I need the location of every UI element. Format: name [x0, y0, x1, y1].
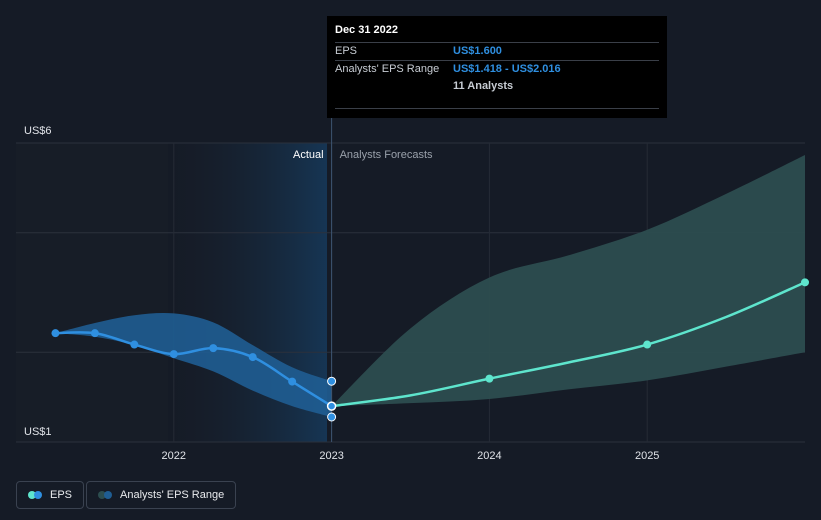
- tooltip-analysts: 11 Analysts: [453, 80, 514, 92]
- eps-highlight-point[interactable]: [326, 401, 337, 411]
- y-tick-label: US$6: [24, 125, 52, 137]
- legend-eps-swatch: [28, 491, 42, 499]
- eps-point[interactable]: [169, 350, 178, 359]
- tooltip: Dec 31 2022 EPS US$1.600 Analysts' EPS R…: [327, 16, 667, 118]
- tooltip-eps-row: EPS US$1.600: [335, 42, 659, 60]
- tooltip-divider: [335, 108, 659, 109]
- x-tick-label: 2024: [477, 450, 501, 462]
- tooltip-range-row: Analysts' EPS Range US$1.418 - US$2.016: [335, 60, 659, 78]
- legend-range-label: Analysts' EPS Range: [120, 489, 225, 501]
- eps-point[interactable]: [51, 329, 60, 338]
- eps-forecast-point[interactable]: [485, 374, 494, 383]
- legend-eps[interactable]: EPS: [16, 481, 85, 509]
- tooltip-range-value: US$1.418 - US$2.016: [453, 63, 561, 75]
- tooltip-date: Dec 31 2022: [335, 24, 398, 36]
- tooltip-range-label: Analysts' EPS Range: [335, 63, 440, 75]
- y-tick-label: US$1: [24, 426, 52, 438]
- tooltip-analysts-row: 11 Analysts: [335, 78, 659, 95]
- tooltip-eps-label: EPS: [335, 45, 358, 57]
- eps-point[interactable]: [130, 340, 139, 349]
- eps-point[interactable]: [90, 329, 99, 338]
- past-shade: [16, 143, 168, 442]
- eps-point[interactable]: [248, 353, 257, 362]
- legend-eps-label: EPS: [50, 489, 73, 501]
- x-tick-label: 2022: [162, 450, 186, 462]
- range-endpoint[interactable]: [327, 376, 337, 386]
- tooltip-eps-value: US$1.600: [453, 45, 502, 57]
- x-tick-label: 2023: [319, 450, 343, 462]
- x-tick-label: 2025: [635, 450, 659, 462]
- eps-forecast-point[interactable]: [801, 278, 809, 287]
- eps-point[interactable]: [209, 344, 218, 353]
- range-endpoint[interactable]: [327, 412, 337, 422]
- actual-range-area: [55, 312, 332, 418]
- legend-range-swatch: [98, 491, 112, 499]
- forecast-label: Analysts Forecasts: [340, 149, 433, 161]
- eps-forecast-line: [331, 281, 806, 408]
- eps-forecast-point[interactable]: [643, 340, 652, 349]
- actual-label: Actual: [293, 149, 324, 161]
- legend-range[interactable]: Analysts' EPS Range: [86, 481, 237, 509]
- forecast-range-area: [331, 154, 805, 407]
- eps-point[interactable]: [288, 377, 297, 386]
